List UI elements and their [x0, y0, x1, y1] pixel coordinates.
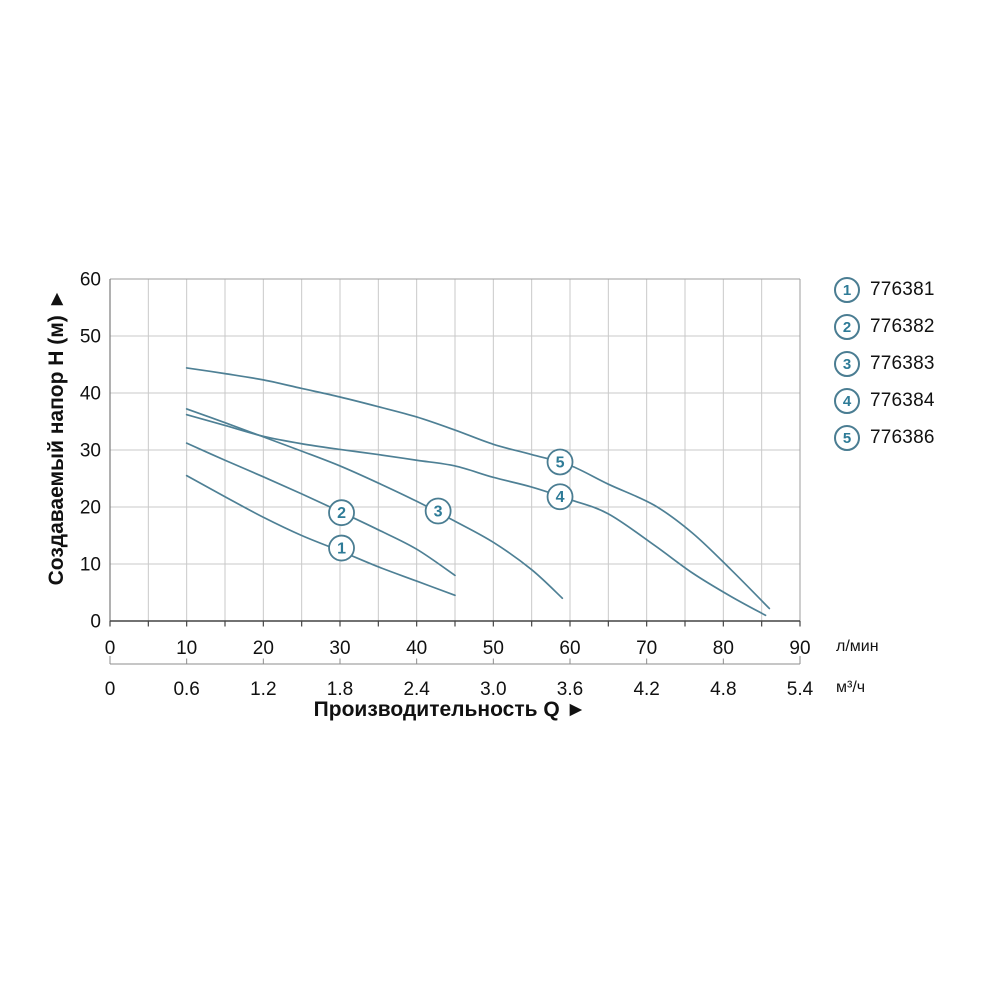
curves	[185, 367, 771, 617]
curve-marker-5: 5	[546, 448, 574, 476]
legend-article-number: 776381	[870, 279, 935, 300]
x-axis-unit-primary: л/мин	[836, 638, 879, 655]
legend-article-number: 776382	[870, 316, 935, 337]
curve-2	[185, 442, 456, 577]
x-tick-label: 0	[105, 638, 116, 659]
x-axis-title: Производительность Q ►	[313, 698, 587, 721]
x-tick-label: 40	[406, 638, 427, 659]
legend-article-number: 776384	[870, 390, 935, 411]
x-axis-primary: 0 10 20 30 40 50 60 70 80 90	[105, 621, 811, 659]
curve-marker-4: 4	[546, 483, 574, 511]
x-tick-label: 60	[559, 638, 580, 659]
grid	[110, 279, 800, 621]
legend-curve-number-badge: 4	[834, 388, 860, 414]
x-tick-label: 20	[253, 638, 274, 659]
legend: 1 776381 2 776382 3 776383 4 776384 5 77…	[834, 277, 935, 462]
legend-article-number: 776386	[870, 427, 935, 448]
y-tick-label: 10	[80, 555, 101, 576]
legend-item: 1 776381	[834, 277, 935, 303]
y-tick-label: 0	[90, 612, 101, 633]
legend-curve-number-badge: 1	[834, 277, 860, 303]
y-tick-label: 20	[80, 498, 101, 519]
legend-item: 2 776382	[834, 314, 935, 340]
curve-marker-number: 3	[434, 503, 443, 520]
x2-tick-label: 5.4	[787, 679, 814, 700]
curve-marker-1: 1	[328, 534, 355, 562]
x-tick-label: 90	[789, 638, 810, 659]
x2-tick-label: 4.2	[633, 679, 659, 700]
x-tick-label: 80	[713, 638, 734, 659]
y-tick-label: 40	[80, 384, 101, 405]
curve-marker-2: 2	[328, 499, 355, 527]
curve-marker-number: 2	[337, 505, 346, 522]
curve-markers: 1 2 3 4 5	[328, 448, 574, 562]
y-tick-label: 50	[80, 327, 101, 348]
x2-tick-label: 1.2	[250, 679, 276, 700]
legend-curve-number-badge: 2	[834, 314, 860, 340]
legend-item: 5 776386	[834, 425, 935, 451]
x-axis-secondary: 0 0.6 1.2 1.8 2.4 3.0 3.6 4.2 4.8 5.4	[105, 656, 814, 700]
x-tick-label: 50	[483, 638, 504, 659]
y-tick-label: 60	[80, 270, 101, 291]
curve-marker-number: 1	[337, 541, 346, 558]
legend-item: 4 776384	[834, 388, 935, 414]
x-tick-label: 10	[176, 638, 197, 659]
curve-marker-3: 3	[424, 497, 452, 525]
legend-article-number: 776383	[870, 353, 935, 374]
x2-tick-label: 0	[105, 679, 116, 700]
x-tick-label: 30	[329, 638, 350, 659]
legend-curve-number-badge: 3	[834, 351, 860, 377]
x2-tick-label: 0.6	[173, 679, 199, 700]
x2-tick-label: 4.8	[710, 679, 736, 700]
curve-3	[185, 408, 564, 600]
curve-marker-number: 5	[556, 454, 565, 471]
x-tick-label: 70	[636, 638, 657, 659]
x2-tick-label: 1.8	[327, 679, 353, 700]
y-tick-label: 30	[80, 441, 101, 462]
x2-tick-label: 2.4	[403, 679, 430, 700]
y-axis-title: Создаваемый напор H (м) ►	[45, 288, 68, 586]
curve-marker-number: 4	[556, 489, 565, 506]
curve-5	[185, 367, 771, 610]
x2-tick-label: 3.0	[480, 679, 506, 700]
curve-4	[185, 413, 767, 617]
legend-curve-number-badge: 5	[834, 425, 860, 451]
x2-tick-label: 3.6	[557, 679, 583, 700]
y-axis: 0 10 20 30 40 50 60	[80, 270, 101, 633]
x-axis-unit-secondary: м³/ч	[836, 679, 866, 696]
legend-item: 3 776383	[834, 351, 935, 377]
curve-1	[185, 474, 456, 597]
